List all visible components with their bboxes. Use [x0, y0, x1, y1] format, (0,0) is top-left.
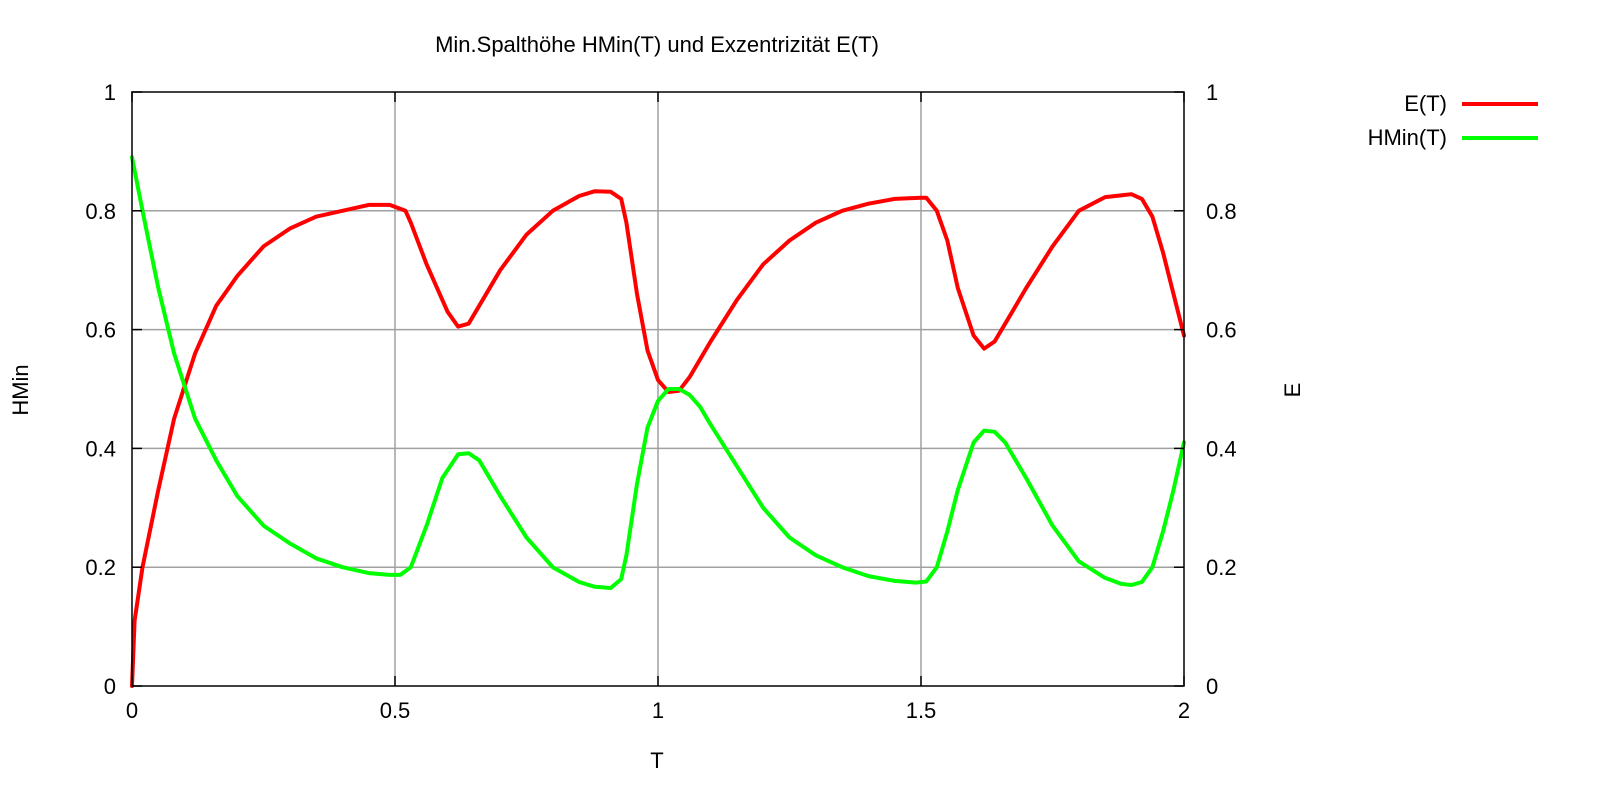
y2-tick-label: 0: [1206, 674, 1218, 699]
y2-tick-label: 0.4: [1206, 436, 1237, 461]
y-tick-label: 0.8: [85, 199, 116, 224]
y-tick-label: 0.6: [85, 318, 116, 343]
y-tick-label: 0.2: [85, 555, 116, 580]
x-tick-label: 1: [652, 698, 664, 723]
series-group: [130, 155, 1186, 688]
x-tick-label: 2: [1178, 698, 1190, 723]
y-tick-label: 1: [104, 80, 116, 105]
legend-label-hmin: HMin(T): [1368, 125, 1447, 150]
y2-tick-label: 0.2: [1206, 555, 1237, 580]
chart-title: Min.Spalthöhe HMin(T) und Exzentrizität …: [435, 32, 879, 57]
legend-entry-e: E(T): [1404, 91, 1538, 116]
y2-tick-label: 1: [1206, 80, 1218, 105]
legend-label-e: E(T): [1404, 91, 1447, 116]
x-tick-label: 1.5: [906, 698, 937, 723]
y-tick-label: 0: [104, 674, 116, 699]
x-axis-title: T: [650, 748, 663, 773]
grid: [132, 92, 1184, 686]
y2-tick-label: 0.6: [1206, 318, 1237, 343]
legend: E(T) HMin(T): [1368, 91, 1538, 150]
tick-marks: [131, 91, 1185, 687]
y2-axis-title: E: [1280, 383, 1305, 398]
y2-tick-label: 0.8: [1206, 199, 1237, 224]
x-tick-label: 0: [126, 698, 138, 723]
y-axis-title: HMin: [8, 364, 33, 415]
legend-entry-hmin: HMin(T): [1368, 125, 1538, 150]
x-tick-label: 0.5: [380, 698, 411, 723]
series-line-e: [130, 189, 1186, 688]
series-line-hmin: [130, 155, 1186, 590]
y-tick-label: 0.4: [85, 436, 116, 461]
